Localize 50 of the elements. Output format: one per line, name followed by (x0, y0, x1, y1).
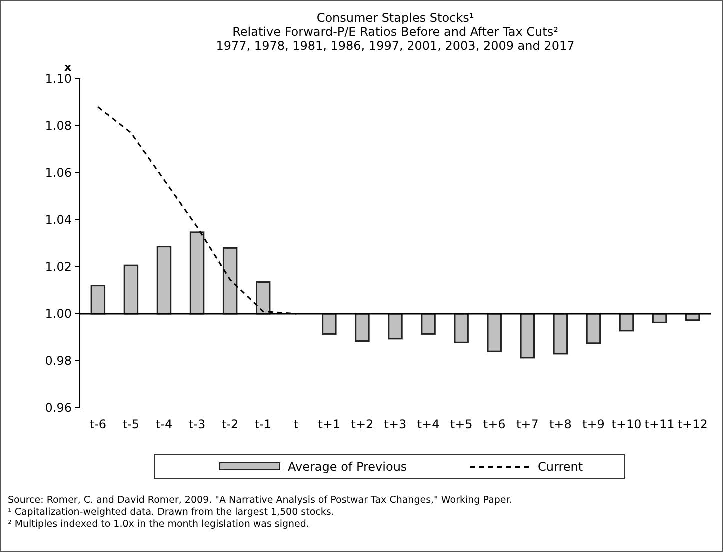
x-tick-label: t-2 (222, 418, 239, 432)
x-tick-label: t-6 (90, 418, 107, 432)
x-tick-label: t+7 (516, 418, 539, 432)
x-tick-label: t+4 (417, 418, 440, 432)
bar (124, 264, 139, 315)
bar (520, 313, 536, 359)
source-note: Source: Romer, C. and David Romer, 2009. "A Narrative Analysis of Postwar Tax Changes," Working Paper. (8, 495, 512, 506)
bar (421, 313, 436, 335)
bar (256, 282, 271, 315)
x-tick-label: t+9 (582, 418, 605, 432)
y-axis-title: x (64, 61, 72, 74)
x-tick-label: t+10 (612, 418, 642, 432)
x-tick-label: t (294, 418, 300, 432)
x-tick-label: t+1 (318, 418, 341, 432)
y-tick-label: 1.04 (45, 212, 72, 227)
y-tick-label: 1.06 (45, 166, 72, 180)
x-tick-label: t+3 (384, 418, 407, 432)
bar (586, 313, 602, 344)
bar (190, 232, 205, 315)
text: ¹ Capitalization-weighted data. Drawn from the largest 1,500 stocks. (8, 507, 334, 518)
bar (90, 285, 106, 315)
x-tick-label: t+8 (549, 418, 572, 432)
y-tick-label: 1.02 (45, 260, 72, 274)
y-tick-label: 1.08 (45, 118, 72, 133)
chart-title: Consumer Staples Stocks¹ (316, 11, 474, 25)
x-tick-label: t+12 (678, 418, 708, 432)
x-tick-label: t-3 (188, 418, 206, 432)
y-tick-label: 0.98 (45, 354, 72, 368)
bar (487, 313, 502, 352)
bar (322, 313, 337, 335)
x-tick-label: t-4 (156, 418, 173, 432)
x-tick-label: t+5 (450, 418, 473, 432)
x-tick-label: t+6 (483, 418, 506, 432)
y-tick-label: 1.10 (45, 72, 72, 86)
bar (388, 313, 403, 340)
bar (454, 313, 469, 344)
bar (222, 247, 238, 315)
bar (553, 313, 568, 355)
bar (156, 246, 172, 315)
x-tick-label: t+11 (644, 418, 675, 432)
x-tick-label: t+2 (351, 418, 374, 432)
x-tick-label: t-5 (122, 418, 140, 432)
y-tick-label: 1.00 (45, 306, 72, 321)
legend-label: Average of Previous (288, 460, 408, 474)
legend-label: Current (538, 460, 584, 474)
x-tick-label: t-1 (255, 418, 272, 432)
text: ² Multiples indexed to 1.0x in the month legislation was signed. (8, 519, 310, 530)
chart-subtitle: Relative Forward-P/E Ratios Before and After Tax Cuts² 1977, 1978, 1981, 1986, 1997, 2001, 2003, 2009 and 2017 (216, 25, 575, 53)
y-tick-label: 0.96 (45, 400, 72, 415)
bar (355, 313, 370, 342)
